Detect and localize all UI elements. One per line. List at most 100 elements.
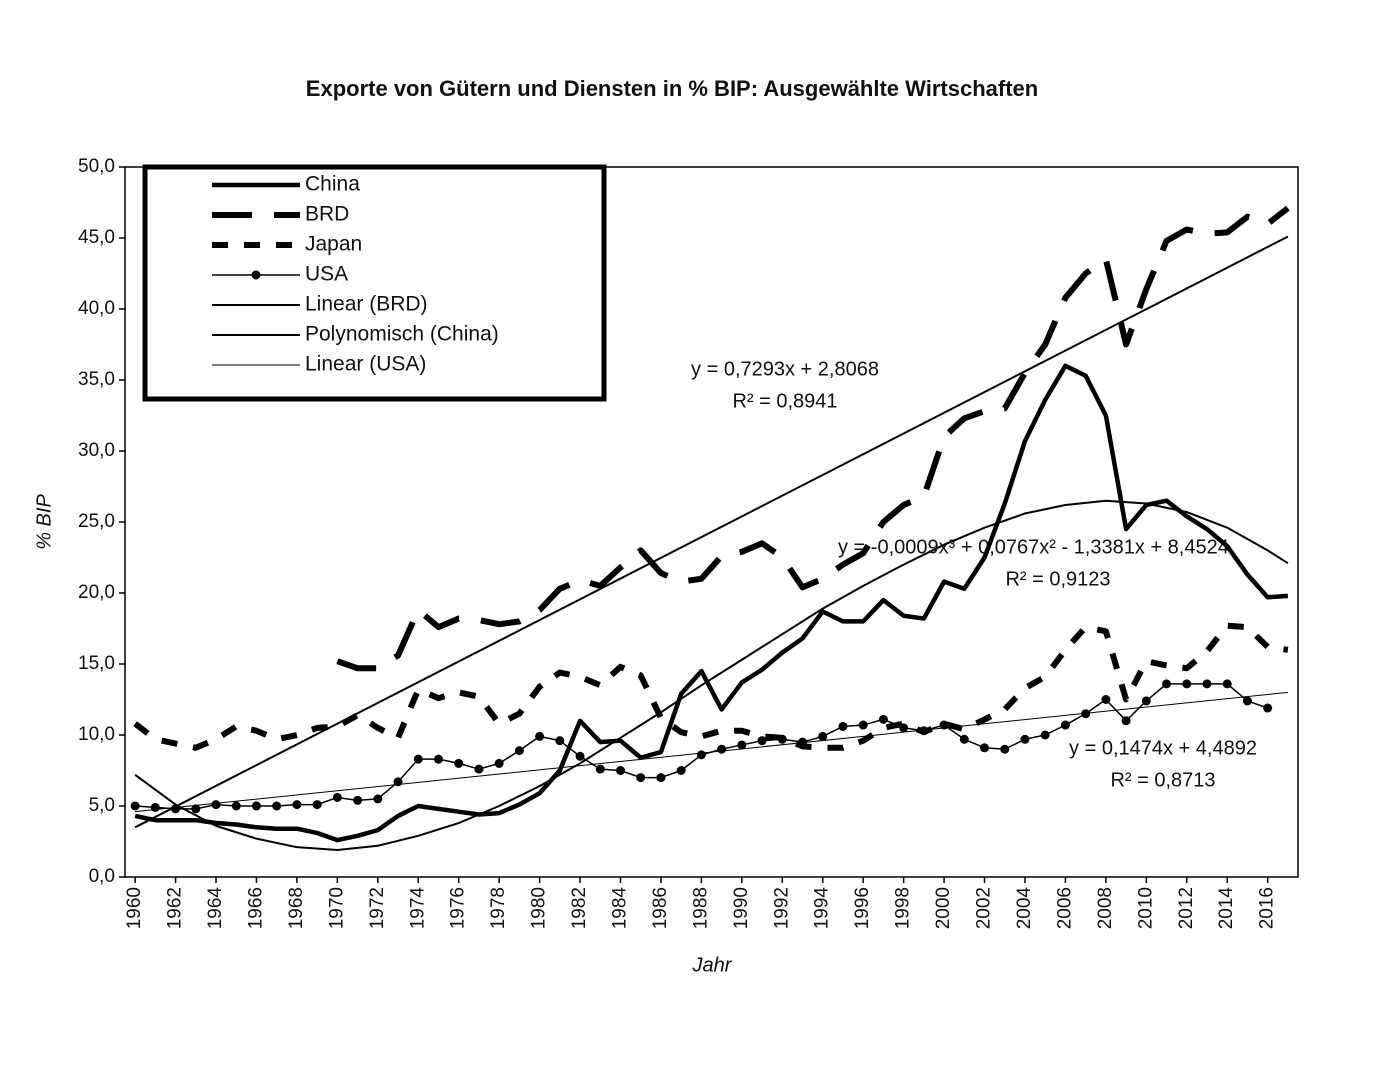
trend-equation: y = 0,7293x + 2,8068 <box>691 358 879 380</box>
series-marker <box>272 801 282 811</box>
series-line <box>134 235 1289 829</box>
series-marker <box>959 734 969 744</box>
x-tick-label: 2008 <box>1095 887 1116 929</box>
series-marker <box>1121 716 1131 726</box>
series-marker <box>737 740 747 750</box>
x-tick-label: 1972 <box>367 887 388 929</box>
y-tick-label: 30,0 <box>78 440 115 461</box>
x-tick-label: 1988 <box>690 887 711 929</box>
series-marker <box>292 800 302 810</box>
y-tick-label: 20,0 <box>78 582 115 603</box>
x-tick-label: 2004 <box>1014 887 1035 930</box>
series-marker <box>433 754 443 764</box>
series-line <box>134 363 1289 843</box>
series-marker <box>636 773 646 783</box>
legend-label: Japan <box>305 233 362 256</box>
trend-equation: y = 0,1474x + 4,4892 <box>1069 737 1257 759</box>
x-tick-label: 1978 <box>488 887 509 929</box>
series-marker <box>150 802 160 812</box>
series-marker <box>413 754 423 764</box>
legend-marker <box>251 270 261 280</box>
series-marker <box>615 766 625 775</box>
series-marker <box>818 731 828 741</box>
series-marker <box>535 731 545 741</box>
x-tick-label: 1996 <box>852 887 873 929</box>
x-tick-label: 1994 <box>812 887 833 930</box>
legend-label: BRD <box>305 203 349 226</box>
x-tick-label: 1980 <box>529 887 550 929</box>
series-marker <box>555 736 565 746</box>
series-marker <box>251 801 261 811</box>
x-tick-label: 1984 <box>610 887 631 930</box>
series-marker <box>1000 744 1010 754</box>
x-tick-label: 2006 <box>1054 887 1075 929</box>
trend-equation: R² = 0,8941 <box>732 390 837 412</box>
series-marker <box>353 795 363 805</box>
series-marker <box>332 792 342 802</box>
y-tick-label: 10,0 <box>78 724 115 745</box>
chart-title: Exporte von Gütern und Diensten in % BIP… <box>306 76 1038 101</box>
series-marker <box>494 758 504 768</box>
series-marker <box>1242 696 1252 706</box>
series-marker <box>696 750 706 760</box>
x-tick-label: 1990 <box>731 887 752 929</box>
y-tick-label: 25,0 <box>78 511 115 532</box>
series-marker <box>1182 679 1192 689</box>
trend-equation: R² = 0,9123 <box>1005 568 1110 590</box>
series-marker <box>919 726 929 736</box>
series-marker <box>838 721 848 731</box>
legend-label: Linear (USA) <box>305 353 426 376</box>
series-marker <box>1263 703 1273 713</box>
x-tick-label: 2012 <box>1176 887 1197 929</box>
x-tick-label: 1974 <box>407 887 428 930</box>
series-line <box>133 622 1289 751</box>
series-marker <box>1141 696 1151 706</box>
x-tick-label: 1968 <box>286 887 307 929</box>
x-tick-label: 1986 <box>650 887 671 929</box>
x-tick-label: 1976 <box>448 887 469 929</box>
x-tick-label: 1966 <box>245 887 266 929</box>
y-tick-label: 0,0 <box>89 866 115 887</box>
y-tick-label: 45,0 <box>78 227 115 248</box>
series-marker <box>1020 734 1030 744</box>
x-tick-label: 1992 <box>771 887 792 929</box>
series-marker <box>231 801 241 811</box>
legend-label: USA <box>305 263 348 286</box>
legend-box <box>142 164 607 402</box>
series-marker <box>191 804 201 814</box>
series-marker <box>777 734 787 744</box>
x-tick-label: 2002 <box>974 887 995 929</box>
x-tick-label: 2000 <box>933 887 954 929</box>
series-marker <box>454 758 464 768</box>
series-marker <box>1202 679 1212 689</box>
trend-equation: y = -0,0009x³ + 0,0767x² - 1,3381x + 8,4… <box>838 536 1229 558</box>
y-axis-label: % BIP <box>33 494 55 550</box>
series-marker <box>1040 730 1050 740</box>
trend-equation: R² = 0,8713 <box>1110 769 1215 791</box>
series-marker <box>514 746 524 756</box>
series-marker <box>211 800 221 810</box>
legend-label: Linear (BRD) <box>305 293 428 316</box>
series-marker <box>575 751 585 761</box>
x-tick-label: 1960 <box>124 887 145 929</box>
y-tick-label: 15,0 <box>78 653 115 674</box>
series-line <box>134 499 1289 852</box>
series-marker <box>1101 695 1111 704</box>
x-tick-label: 1962 <box>165 887 186 929</box>
x-tick-label: 1982 <box>569 887 590 929</box>
series-marker <box>899 723 909 733</box>
x-tick-label: 2010 <box>1135 887 1156 929</box>
series-marker <box>474 764 484 774</box>
x-tick-label: 2016 <box>1257 887 1278 929</box>
legend-label: Polynomisch (China) <box>305 323 499 346</box>
series-marker <box>1162 679 1172 689</box>
series-marker <box>798 737 808 747</box>
series-marker <box>656 773 666 783</box>
y-tick-label: 35,0 <box>78 369 115 390</box>
series-marker <box>717 744 727 754</box>
x-tick-label: 1964 <box>205 887 226 930</box>
series-marker <box>980 743 990 753</box>
legend-label: China <box>305 173 360 196</box>
x-tick-label: 2014 <box>1216 887 1237 930</box>
